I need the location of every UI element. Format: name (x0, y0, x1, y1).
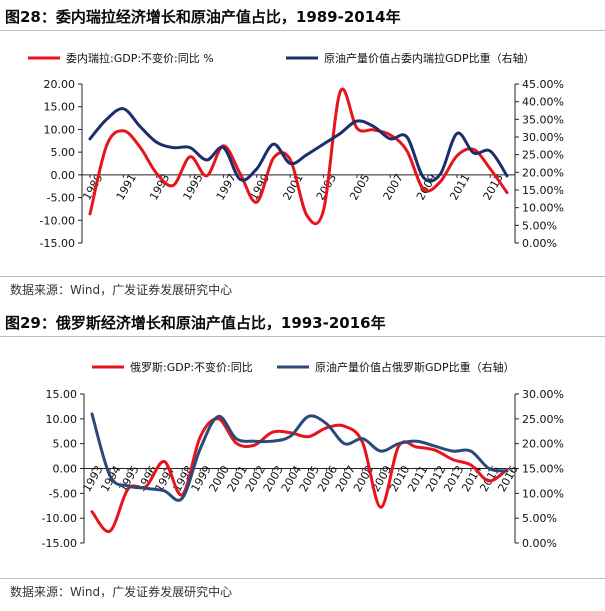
left-tick-label: 15.00 (46, 388, 78, 401)
chart-title: 图28：委内瑞拉经济增长和原油产值占比，1989-2014年 (5, 8, 401, 26)
source-divider (0, 578, 605, 579)
chart-panel-venezuela: 图28：委内瑞拉经济增长和原油产值占比，1989-2014年 委内瑞拉:GDP:… (0, 0, 605, 300)
right-tick-label: 10.00% (522, 202, 564, 215)
left-tick-label: 20.00 (44, 78, 76, 91)
right-tick-label: 25.00% (522, 413, 564, 426)
left-tick-label: 5.00 (53, 438, 78, 451)
legend-label: 俄罗斯:GDP:不变价:同比 (130, 360, 253, 374)
legend-label: 原油产量价值占委内瑞拉GDP比重（右轴） (324, 51, 535, 65)
source-note: 数据来源：Wind，广发证券发展研究中心 (10, 283, 233, 297)
right-tick-label: 10.00% (522, 487, 564, 500)
x-tick-label: 1995 (180, 172, 205, 203)
left-tick-label: -10.00 (42, 512, 77, 525)
right-tick-label: 30.00% (522, 131, 564, 144)
x-tick-label: 2005 (347, 172, 372, 203)
left-tick-label: -5.00 (47, 192, 75, 205)
left-tick-label: 15.00 (44, 101, 76, 114)
right-tick-label: 45.00% (522, 78, 564, 91)
series-line (88, 87, 509, 226)
series-line (88, 107, 509, 183)
left-tick-label: 0.00 (51, 169, 76, 182)
left-tick-label: -5.00 (49, 487, 77, 500)
right-tick-label: 0.00% (522, 537, 557, 550)
title-divider (0, 336, 605, 337)
series-line (90, 417, 509, 533)
left-tick-label: -10.00 (40, 214, 75, 227)
legend-label: 委内瑞拉:GDP:不变价:同比 % (66, 51, 214, 65)
right-tick-label: 5.00% (522, 512, 557, 525)
series-line (90, 412, 509, 502)
x-tick-label: 1991 (114, 172, 139, 203)
right-tick-label: 15.00% (522, 184, 564, 197)
chart-venezuela: 委内瑞拉:GDP:不变价:同比 % 原油产量价值占委内瑞拉GDP比重（右轴） 20.… (28, 51, 564, 250)
source-note: 数据来源：Wind，广发证券发展研究中心 (10, 585, 233, 599)
left-tick-label: 5.00 (51, 146, 76, 159)
left-tick-label: 10.00 (44, 123, 76, 136)
title-divider (0, 30, 605, 31)
left-tick-label: -15.00 (40, 237, 75, 250)
right-tick-label: 35.00% (522, 113, 564, 126)
right-tick-label: 40.00% (522, 96, 564, 109)
x-tick-label: 2011 (447, 172, 472, 203)
source-divider (0, 276, 605, 277)
chart-panel-russia: 图29：俄罗斯经济增长和原油产值占比，1993-2016年 俄罗斯:GDP:不变… (0, 306, 605, 611)
right-tick-label: 20.00% (522, 166, 564, 179)
right-tick-label: 15.00% (522, 463, 564, 476)
right-tick-label: 5.00% (522, 219, 557, 232)
chart-title: 图29：俄罗斯经济增长和原油产值占比，1993-2016年 (5, 314, 386, 332)
x-tick-label: 2007 (381, 172, 406, 203)
right-tick-label: 20.00% (522, 438, 564, 451)
x-tick-label: 1997 (214, 172, 239, 203)
chart-russia: 俄罗斯:GDP:不变价:同比 原油产量价值占俄罗斯GDP比重（右轴） 15.00 10… (42, 360, 564, 550)
left-tick-label: -15.00 (42, 537, 77, 550)
right-tick-label: 30.00% (522, 388, 564, 401)
legend-label: 原油产量价值占俄罗斯GDP比重（右轴） (315, 360, 515, 374)
left-tick-label: 10.00 (46, 413, 78, 426)
right-tick-label: 25.00% (522, 149, 564, 162)
left-tick-label: 0.00 (53, 463, 78, 476)
right-tick-label: 0.00% (522, 237, 557, 250)
